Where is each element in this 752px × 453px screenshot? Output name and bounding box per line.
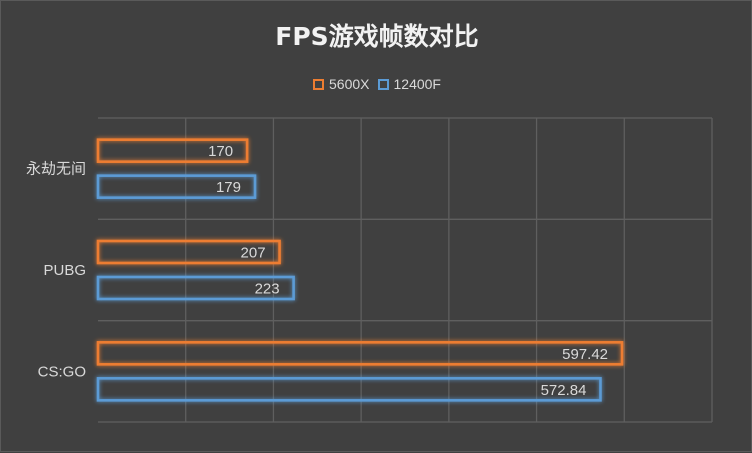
legend-swatch-series-1 <box>313 78 325 90</box>
data-label: 179 <box>216 179 241 196</box>
category-label: 永劫无间 <box>26 161 86 178</box>
legend-item-series-2: 12400F <box>377 76 441 92</box>
legend-label-series-2: 12400F <box>393 76 441 92</box>
data-label: 572.84 <box>541 382 587 399</box>
data-label: 223 <box>255 281 280 298</box>
legend-swatch-series-2 <box>377 78 389 90</box>
category-label: CS:GO <box>38 363 86 380</box>
category-label: PUBG <box>43 262 86 279</box>
bar-series-1 <box>96 138 249 163</box>
legend-item-series-1: 5600X <box>313 76 370 92</box>
legend-label-series-1: 5600X <box>329 76 370 92</box>
legend: 5600X 12400F <box>1 76 752 92</box>
data-label: 170 <box>208 143 233 160</box>
bar-series-1 <box>96 341 624 366</box>
bar-series-2 <box>96 174 257 199</box>
data-label: 597.42 <box>562 346 608 363</box>
bar-series-2 <box>96 275 295 301</box>
chart-title: FPS游戏帧数对比 <box>275 22 479 51</box>
bar-series-1 <box>96 239 281 265</box>
data-label: 207 <box>241 245 266 262</box>
bar-series-2 <box>96 377 602 402</box>
